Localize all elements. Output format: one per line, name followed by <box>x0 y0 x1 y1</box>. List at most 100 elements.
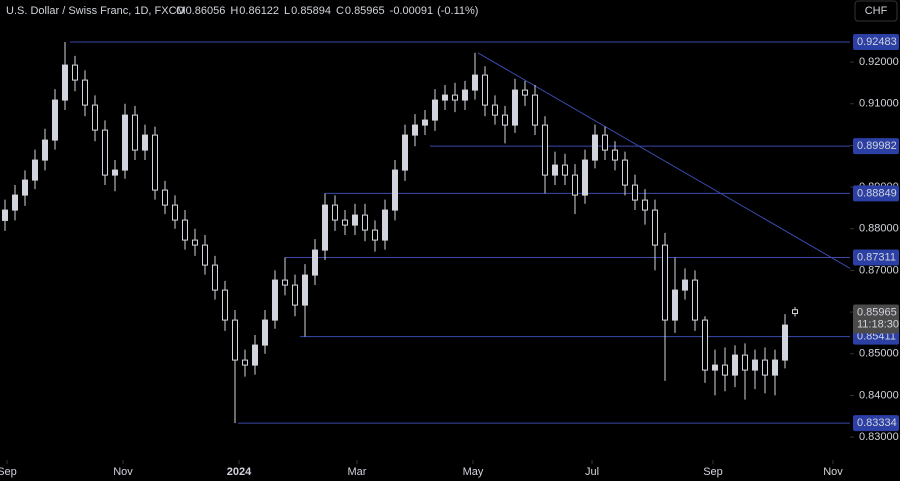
candle-body <box>632 184 638 201</box>
x-tick-label: Nov <box>113 466 133 478</box>
x-tick-label: Jul <box>585 466 599 478</box>
candle-body <box>762 359 768 376</box>
candle-body <box>622 159 628 186</box>
candle-body <box>652 209 658 246</box>
candle-body <box>492 104 498 116</box>
change-pct: (-0.11%) <box>437 5 478 17</box>
candle-body <box>72 64 78 81</box>
candle-body <box>52 99 58 141</box>
candle-body <box>402 134 408 171</box>
candle-body <box>522 89 528 96</box>
candle-body <box>502 114 508 126</box>
x-tick-label: 2024 <box>227 466 252 478</box>
candle-body <box>462 89 468 101</box>
ohlc-key: C <box>336 5 344 17</box>
candle-body <box>332 204 338 221</box>
candle-body <box>742 354 748 371</box>
candle-body <box>152 134 158 191</box>
candle-body <box>542 124 548 176</box>
candle-body <box>432 99 438 121</box>
candle-body <box>112 169 118 176</box>
candle-body <box>712 364 718 371</box>
x-tick-label: Mar <box>348 466 367 478</box>
candle-body <box>722 364 728 376</box>
candle-body <box>2 209 8 221</box>
candle-body <box>132 114 138 151</box>
ohlc-key: H <box>230 5 238 17</box>
candle-body <box>752 359 758 371</box>
level-label: 0.83334 <box>857 417 897 429</box>
candle-body <box>672 289 678 321</box>
candle-body <box>322 204 328 251</box>
candle-body <box>582 159 588 196</box>
currency-label[interactable]: CHF <box>865 5 888 17</box>
y-tick-label: 0.88000 <box>859 223 899 235</box>
candle-body <box>532 94 538 126</box>
price-label: 0.85965 <box>857 306 897 318</box>
candle-body <box>202 244 208 266</box>
candle-body <box>592 134 598 161</box>
level-label: 0.89982 <box>857 140 897 152</box>
candle-body <box>172 204 178 221</box>
x-tick-label: Nov <box>823 466 843 478</box>
level-label-box <box>853 185 899 202</box>
candle-body <box>122 114 128 171</box>
chart-title: U.S. Dollar / Swiss Franc, 1D, FXCM <box>6 5 186 17</box>
candle-body <box>682 279 688 291</box>
change: -0.00091 <box>390 5 433 17</box>
ohlc-value: 0.85965 <box>345 5 385 17</box>
y-tick-label: 0.91000 <box>859 98 899 110</box>
candle-body <box>392 169 398 211</box>
candle-body <box>192 239 198 246</box>
ohlc-key: O <box>176 5 185 17</box>
candle-body <box>252 344 258 366</box>
candle-body <box>212 264 218 291</box>
candle-body <box>792 309 798 315</box>
y-tick-label: 0.85000 <box>859 348 899 360</box>
ohlc-value: 0.85894 <box>291 5 331 17</box>
x-tick-label: May <box>463 466 484 478</box>
candle-body <box>102 129 108 176</box>
candle-body <box>142 134 148 151</box>
countdown: 11:18:30 <box>857 318 899 330</box>
candle-body <box>572 174 578 196</box>
candle-body <box>562 164 568 176</box>
level-label-box <box>853 138 899 155</box>
currency-button[interactable] <box>854 0 898 22</box>
candle-body <box>472 74 478 91</box>
level-label: 0.92483 <box>857 36 897 48</box>
candle-body <box>442 94 448 101</box>
candle-body <box>552 164 558 176</box>
level-label-box <box>853 249 899 266</box>
candle-body <box>222 289 228 321</box>
candle-body <box>352 214 358 226</box>
candle-body <box>662 244 668 321</box>
trendline <box>477 52 851 269</box>
candle-body <box>782 324 788 361</box>
candle-body <box>342 219 348 226</box>
candle-body <box>642 199 648 211</box>
candle-body <box>702 319 708 371</box>
x-tick-label: Sep <box>0 466 17 478</box>
candle-body <box>92 104 98 131</box>
candle-body <box>22 179 28 196</box>
y-tick-label: 0.92000 <box>859 56 899 68</box>
candle-body <box>42 139 48 161</box>
candle-body <box>162 189 168 206</box>
candle-body <box>602 134 608 151</box>
candle-body <box>12 194 18 211</box>
x-tick-label: Sep <box>703 466 723 478</box>
candle-body <box>512 89 518 126</box>
candle-body <box>242 359 248 366</box>
candle-body <box>302 274 308 306</box>
candle-body <box>482 74 488 106</box>
candle-body <box>422 119 428 126</box>
level-label: 0.88849 <box>857 187 897 199</box>
candle-body <box>382 209 388 241</box>
candle-body <box>292 284 298 306</box>
candle-body <box>182 219 188 241</box>
candle-body <box>362 214 368 231</box>
candle-body <box>772 359 778 376</box>
